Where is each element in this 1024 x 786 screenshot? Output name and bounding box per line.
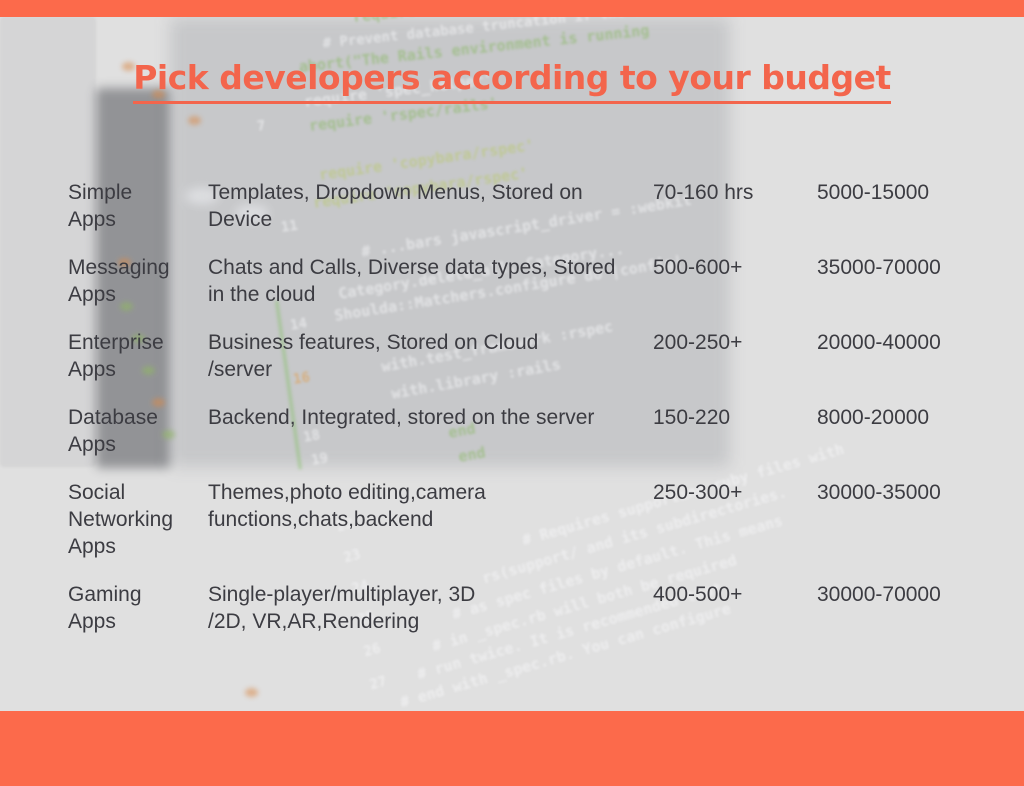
background-dot bbox=[118, 258, 131, 267]
background-dot bbox=[142, 366, 155, 375]
table-cell-features: Chats and Calls, Diverse data types, Sto… bbox=[208, 256, 616, 306]
background-glare bbox=[185, 188, 219, 204]
table-cell-features: Templates, Dropdown Menus, Stored on Dev… bbox=[208, 181, 583, 231]
title-container: Pick developers according to your budget bbox=[0, 58, 1024, 104]
table-cell-hours: 250-300+ bbox=[653, 481, 743, 504]
table-cell-cost: 8000-20000 bbox=[817, 406, 930, 429]
table-cell-cost: 35000-70000 bbox=[817, 256, 941, 279]
background-panel bbox=[0, 17, 96, 467]
table-cell-features: Backend, Integrated, stored on the serve… bbox=[208, 406, 595, 429]
table-cell-hours: 70-160 hrs bbox=[653, 181, 754, 204]
background-dot bbox=[122, 62, 135, 71]
background-glare bbox=[245, 688, 258, 697]
table-cell-hours: 400-500+ bbox=[653, 583, 743, 606]
table-cell-cost: 30000-70000 bbox=[817, 583, 941, 606]
table-cell-cost: 20000-40000 bbox=[817, 331, 941, 354]
table-cell-hours: 200-250+ bbox=[653, 331, 743, 354]
table-cell-hours: 500-600+ bbox=[653, 256, 743, 279]
table-cell-features: Single-player/multiplayer, 3D /2D, VR,AR… bbox=[208, 583, 476, 633]
background-dot bbox=[188, 116, 201, 125]
background-code-line: 7 bbox=[256, 117, 267, 135]
table-cell-type: Database Apps bbox=[68, 406, 158, 456]
background-dot bbox=[152, 90, 165, 99]
table-cell-type: Enterprise Apps bbox=[68, 331, 164, 381]
table-cell-cost: 5000-15000 bbox=[817, 181, 930, 204]
background-dot bbox=[120, 302, 133, 311]
table-cell-type: Simple Apps bbox=[68, 181, 133, 231]
background-editor-panel bbox=[170, 17, 730, 467]
background-dot bbox=[152, 398, 165, 407]
background-glare bbox=[235, 205, 269, 221]
background-code-line: 26 bbox=[362, 640, 383, 661]
page-title: Pick developers according to your budget bbox=[133, 58, 891, 104]
table-cell-type: Messaging Apps bbox=[68, 256, 170, 306]
background-dot bbox=[132, 334, 145, 343]
bottom-border-bar bbox=[0, 711, 1024, 786]
table-cell-hours: 150-220 bbox=[653, 406, 731, 429]
table-cell-features: Business features, Stored on Cloud /serv… bbox=[208, 331, 539, 381]
table-cell-features: Themes,photo editing,camera functions,ch… bbox=[208, 481, 486, 531]
table-cell-type: Social Networking Apps bbox=[68, 481, 174, 558]
budget-table: Simple Apps Templates, Dropdown Menus, St… bbox=[68, 179, 988, 635]
background-dot bbox=[162, 430, 175, 439]
table-cell-type: Gaming Apps bbox=[68, 583, 142, 633]
top-border-bar bbox=[0, 0, 1024, 17]
background-code-line: 27 bbox=[368, 673, 389, 694]
table-cell-cost: 30000-35000 bbox=[817, 481, 941, 504]
